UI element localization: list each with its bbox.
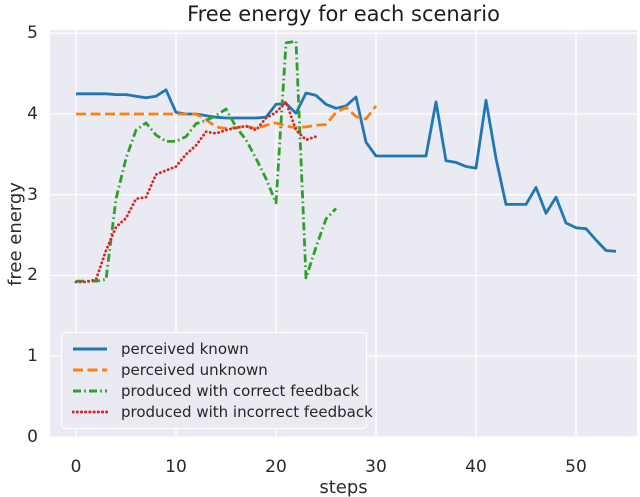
series-perceived-unknown bbox=[76, 105, 378, 130]
legend-label: produced with correct feedback bbox=[121, 382, 360, 401]
legend-item: produced with incorrect feedback bbox=[72, 403, 373, 421]
legend-label: produced with incorrect feedback bbox=[121, 403, 373, 422]
legend-line-sample bbox=[72, 410, 108, 414]
y-tick-label: 3 bbox=[27, 184, 38, 205]
x-tick-label: 10 bbox=[165, 457, 187, 477]
x-tick-label: 40 bbox=[465, 457, 487, 477]
y-tick-label: 2 bbox=[27, 265, 38, 286]
y-tick-label: 0 bbox=[27, 427, 38, 447]
legend-line-sample bbox=[73, 368, 107, 372]
legend-item: perceived known bbox=[72, 340, 356, 358]
legend: perceived known perceived unknown produced… bbox=[61, 332, 373, 429]
legend-line-sample bbox=[73, 347, 107, 351]
x-tick-label: 0 bbox=[70, 457, 82, 477]
legend-label: perceived known bbox=[121, 339, 249, 358]
series-produced-with-correct-feedback bbox=[76, 39, 338, 283]
x-axis-label: steps bbox=[319, 477, 368, 497]
legend-label: perceived unknown bbox=[121, 360, 268, 379]
y-tick-label: 1 bbox=[27, 346, 38, 367]
legend-item: produced with correct feedback bbox=[72, 382, 360, 401]
chart-title: Free energy for each scenario bbox=[187, 2, 500, 26]
x-tick-label: 30 bbox=[365, 457, 387, 477]
series-perceived-known bbox=[76, 88, 617, 253]
legend-item: perceived unknown bbox=[72, 361, 356, 379]
x-tick-label: 50 bbox=[565, 457, 587, 477]
x-tick-label: 20 bbox=[265, 457, 287, 477]
legend-line-sample bbox=[73, 389, 107, 393]
chart-canvas bbox=[50, 30, 637, 437]
y-tick-label: 5 bbox=[27, 23, 38, 44]
series-produced-with-incorrect-feedback bbox=[74, 100, 318, 284]
y-tick-label: 4 bbox=[27, 103, 38, 124]
